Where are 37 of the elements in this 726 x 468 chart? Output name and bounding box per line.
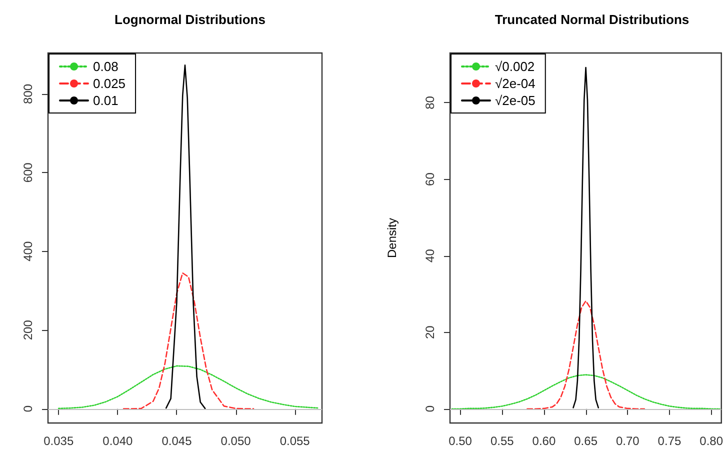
- x-tick-label: 0.040: [102, 434, 134, 448]
- y-tick-label: 60: [423, 172, 437, 186]
- x-tick-label: 0.75: [658, 434, 682, 448]
- legend-label: √2e-04: [495, 76, 536, 91]
- legend-label: √0.002: [495, 59, 535, 74]
- x-tick-label: 0.050: [220, 434, 252, 448]
- y-tick-label: 80: [423, 96, 437, 110]
- x-tick-label: 0.65: [574, 434, 598, 448]
- chart-title: Lognormal Distributions: [114, 12, 266, 27]
- x-tick-label: 0.035: [44, 434, 74, 448]
- x-tick-label: 0.50: [448, 434, 472, 448]
- y-tick-label: 800: [21, 84, 35, 104]
- x-tick-label: 0.055: [280, 434, 310, 448]
- x-tick-label: 0.55: [490, 434, 514, 448]
- y-tick-label: 0: [21, 405, 35, 412]
- x-tick-label: 0.60: [532, 434, 556, 448]
- line-series: [572, 66, 600, 408]
- y-axis-title: Density: [385, 218, 399, 258]
- legend-label: √2e-05: [495, 93, 536, 108]
- line-series: [451, 374, 720, 410]
- y-tick-label: 40: [423, 248, 437, 262]
- y-tick-label: 400: [21, 241, 35, 262]
- legend-label: 0.01: [93, 93, 118, 108]
- line-series: [526, 300, 646, 410]
- y-tick-label: 0: [423, 405, 437, 412]
- x-tick-label: 0.045: [162, 434, 192, 448]
- line-series: [165, 64, 206, 410]
- line-series: [58, 365, 320, 410]
- chart-title: Truncated Normal Distributions: [494, 12, 690, 27]
- y-tick-label: 200: [21, 320, 35, 340]
- x-tick-label: 0.80: [700, 434, 724, 448]
- legend-label: 0.08: [93, 59, 118, 74]
- y-tick-label: 600: [21, 162, 35, 183]
- line-series: [122, 272, 254, 410]
- x-tick-label: 0.70: [616, 434, 640, 448]
- y-tick-label: 20: [423, 325, 437, 339]
- legend-label: 0.025: [93, 76, 126, 91]
